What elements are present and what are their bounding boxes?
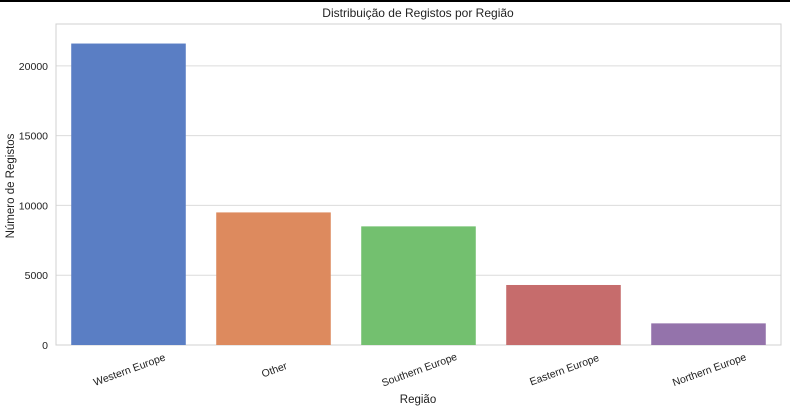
y-axis-ticks: 0 5000 10000 15000 20000 [19, 61, 48, 352]
bars [71, 43, 766, 346]
chart-title: Distribuição de Registos por Região [322, 6, 514, 20]
top-border [0, 0, 790, 2]
y-tick-label: 5000 [25, 270, 49, 282]
bar-eastern-europe [506, 284, 621, 345]
bar-northern-europe [651, 323, 766, 345]
y-tick-label: 15000 [19, 131, 48, 143]
y-tick-label: 0 [42, 340, 48, 352]
bar-western-europe [71, 43, 186, 346]
y-tick-label: 10000 [19, 200, 48, 212]
bar-other [216, 212, 331, 345]
x-axis-label: Região [400, 394, 436, 406]
y-axis-label: Número de Registos [5, 133, 17, 238]
x-tick-label: Northern Europe [671, 351, 748, 389]
x-tick-label: Western Europe [92, 352, 167, 389]
x-tick-label: Other [260, 360, 289, 380]
bar-southern-europe [361, 226, 476, 345]
x-tick-label: Eastern Europe [528, 352, 601, 388]
x-axis-ticks: Western Europe Other Southern Europe Easter… [92, 351, 748, 389]
x-tick-label: Southern Europe [380, 351, 459, 389]
y-tick-label: 20000 [19, 61, 48, 73]
